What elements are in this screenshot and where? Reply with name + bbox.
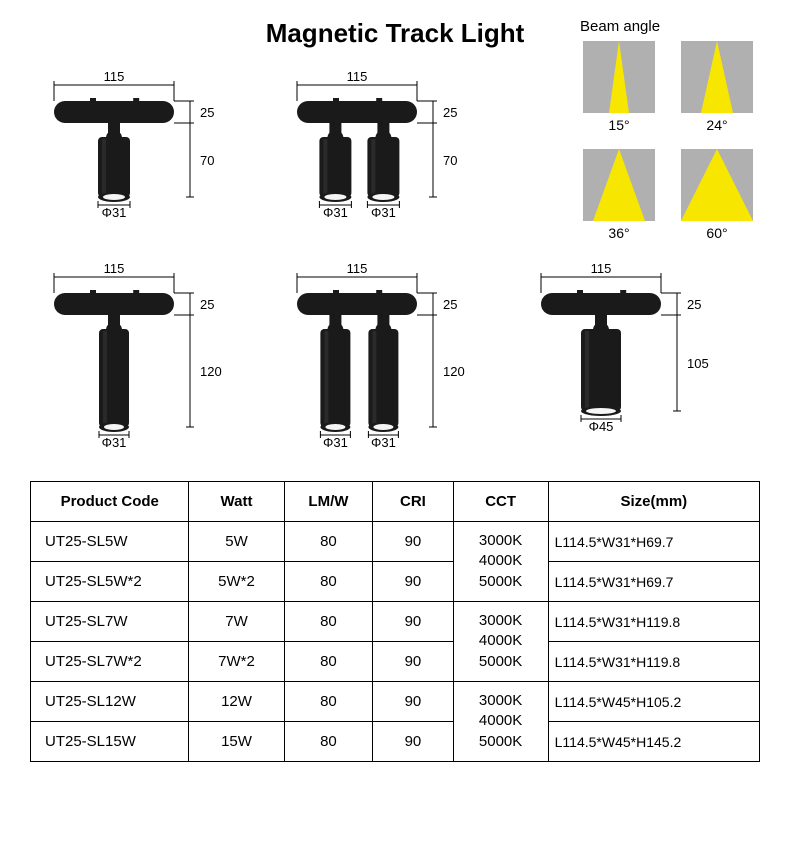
cell: UT25-SL7W [31,602,189,642]
cell: 80 [284,642,373,682]
svg-text:Φ31: Φ31 [102,435,127,450]
svg-text:25: 25 [687,297,701,312]
cell: 80 [284,602,373,642]
cell: 90 [373,642,453,682]
beam-angle-panel: Beam angle 15° 24° 36° 60° [580,18,760,241]
col-header: Product Code [31,482,189,522]
beam-option-60: 60° [678,149,756,241]
cell: L114.5*W31*H119.8 [548,602,759,642]
beam-box-icon [681,149,753,221]
svg-text:70: 70 [443,153,457,168]
cell: 90 [373,602,453,642]
beam-option-24: 24° [678,41,756,133]
drawing-cell-sl7w-single: 115 25 Φ31 120 [30,253,273,463]
svg-text:120: 120 [200,364,222,379]
table-row: UT25-SL12W12W80903000K4000K5000KL114.5*W… [31,682,760,722]
cell: 15W [189,722,284,762]
svg-text:115: 115 [347,261,368,276]
cell: 80 [284,682,373,722]
beam-box-icon [583,41,655,113]
table-row: UT25-SL7W*27W*28090 L114.5*W31*H119.8 [31,642,760,682]
cell: L114.5*W45*H145.2 [548,722,759,762]
spec-table: Product CodeWattLM/WCRICCTSize(mm) UT25-… [30,481,760,762]
drawing-cell-sl12w-single: 115 25 Φ45 105 [517,253,760,463]
beam-box-icon [583,149,655,221]
cell-cct: 3000K4000K5000K [453,682,548,762]
beam-label: 15° [580,117,658,133]
svg-text:25: 25 [443,105,457,120]
drawing-cell-sl5w-double: 115 25 Φ31 Φ31 70 [273,63,516,253]
cell: 7W*2 [189,642,284,682]
cell: UT25-SL7W*2 [31,642,189,682]
fixture-sl5w-double-icon: 115 25 Φ31 Φ31 70 [283,63,503,253]
beam-label: 36° [580,225,658,241]
beam-option-36: 36° [580,149,658,241]
cell: 5W [189,522,284,562]
svg-text:Φ31: Φ31 [323,435,348,450]
cell: L114.5*W31*H119.8 [548,642,759,682]
cell: L114.5*W31*H69.7 [548,522,759,562]
beam-option-15: 15° [580,41,658,133]
cell-cct: 3000K4000K5000K [453,522,548,602]
svg-text:115: 115 [590,261,611,276]
svg-text:105: 105 [687,356,709,371]
fixture-sl7w-double-icon: 115 25 Φ31 Φ31 120 [283,253,503,463]
beam-angle-title: Beam angle [580,18,760,35]
cell: UT25-SL5W [31,522,189,562]
cell: UT25-SL15W [31,722,189,762]
drawing-cell-sl5w-single: 115 25 Φ31 70 [30,63,273,253]
table-row: UT25-SL15W15W8090 L114.5*W45*H145.2 [31,722,760,762]
col-header: CRI [373,482,453,522]
col-header: LM/W [284,482,373,522]
svg-text:115: 115 [104,69,125,84]
beam-triangle-icon [609,41,629,113]
svg-text:25: 25 [200,105,214,120]
svg-text:Φ45: Φ45 [588,419,613,434]
cell: 80 [284,722,373,762]
beam-box-icon [681,41,753,113]
fixture-sl5w-single-icon: 115 25 Φ31 70 [40,63,260,253]
cell-cct: 3000K4000K5000K [453,602,548,682]
svg-text:115: 115 [347,69,368,84]
beam-label: 60° [678,225,756,241]
svg-text:120: 120 [443,364,465,379]
cell: L114.5*W45*H105.2 [548,682,759,722]
cell: 90 [373,562,453,602]
cell: UT25-SL12W [31,682,189,722]
svg-text:Φ31: Φ31 [371,435,396,450]
beam-triangle-icon [681,149,753,221]
drawing-cell-sl7w-double: 115 25 Φ31 Φ31 120 [273,253,516,463]
cell: 90 [373,682,453,722]
cell: 80 [284,522,373,562]
fixture-sl7w-single-icon: 115 25 Φ31 120 [40,253,260,463]
svg-text:Φ31: Φ31 [371,205,396,220]
svg-text:70: 70 [200,153,214,168]
beam-triangle-icon [593,149,645,221]
table-row: UT25-SL7W7W80903000K4000K5000KL114.5*W31… [31,602,760,642]
svg-text:25: 25 [200,297,214,312]
table-row: UT25-SL5W*25W*28090 L114.5*W31*H69.7 [31,562,760,602]
col-header: Size(mm) [548,482,759,522]
cell: 90 [373,522,453,562]
beam-label: 24° [678,117,756,133]
svg-text:25: 25 [443,297,457,312]
table-row: UT25-SL5W5W80903000K4000K5000KL114.5*W31… [31,522,760,562]
cell: 5W*2 [189,562,284,602]
cell: 80 [284,562,373,602]
fixture-sl12w-single-icon: 115 25 Φ45 105 [527,253,747,463]
cell: 90 [373,722,453,762]
svg-text:Φ31: Φ31 [323,205,348,220]
beam-triangle-icon [701,41,733,113]
cell: UT25-SL5W*2 [31,562,189,602]
col-header: Watt [189,482,284,522]
col-header: CCT [453,482,548,522]
svg-text:115: 115 [104,261,125,276]
svg-text:Φ31: Φ31 [102,205,127,220]
cell: 12W [189,682,284,722]
cell: L114.5*W31*H69.7 [548,562,759,602]
cell: 7W [189,602,284,642]
